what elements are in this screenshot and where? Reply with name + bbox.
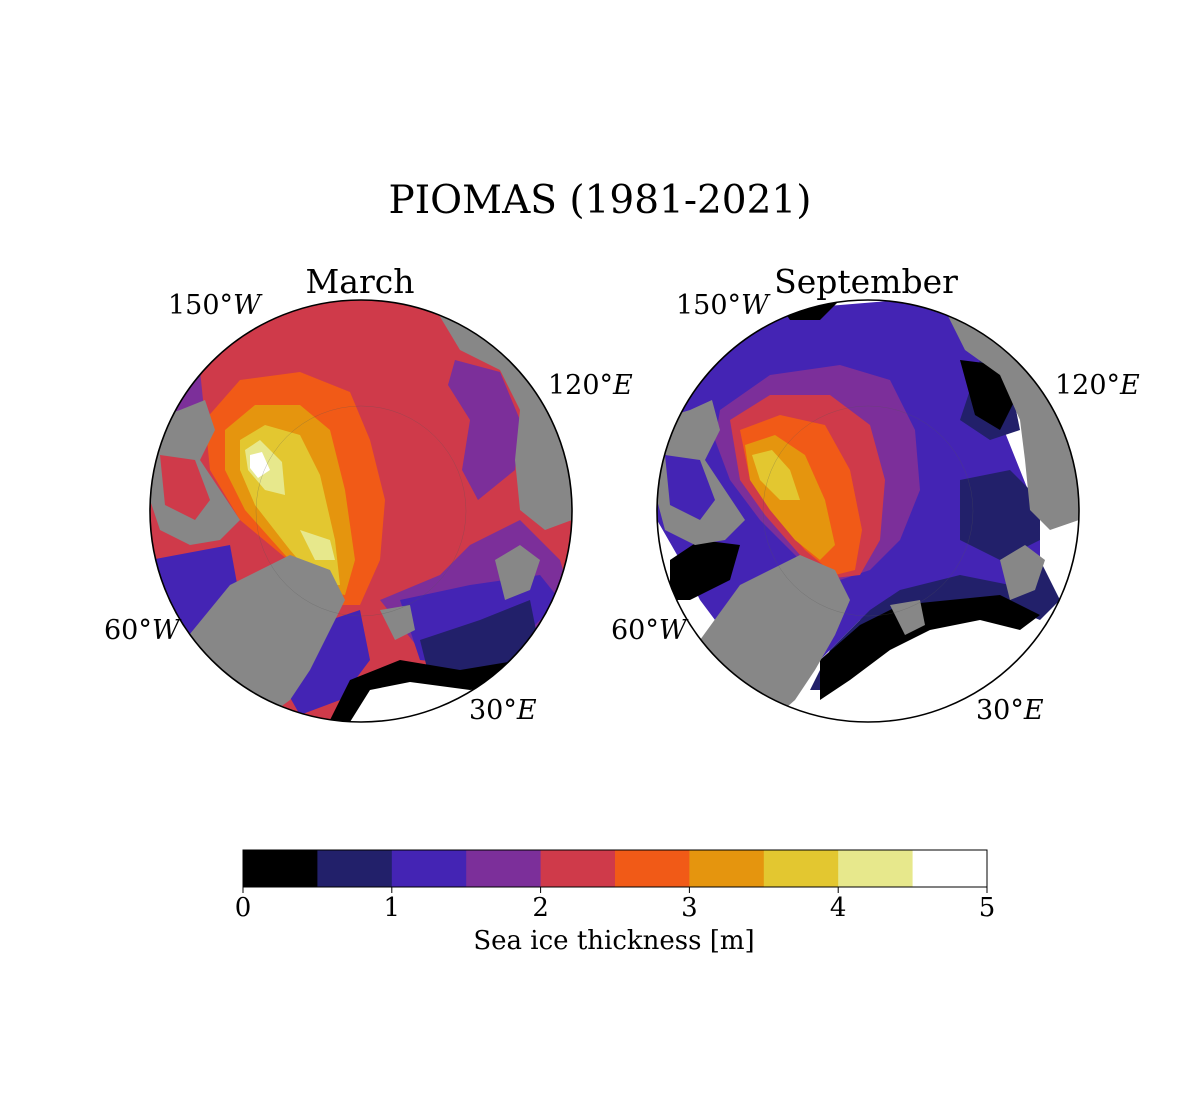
september-lon-label-120e: 120°E (1055, 370, 1140, 401)
march-ice-4-4.5m-north-greenland (300, 530, 335, 560)
september-ice-0-0.5m-edge (820, 595, 1040, 700)
september-ice-0.5-1m-atlantic (810, 560, 1060, 690)
colorbar-segment-0 (243, 850, 318, 887)
colorbar-tick-label: 3 (681, 893, 698, 923)
september-lon-label-60w: 60°W (611, 615, 687, 646)
september-map-boundary (656, 299, 1080, 723)
march-ice-1.5-2m-laptev (448, 360, 520, 500)
september-lon-label-30e: 30°E (976, 695, 1044, 726)
september-lon-label-150w: 150°W (676, 290, 769, 321)
colorbar-tick-label: 2 (532, 893, 549, 923)
colorbar-segment-2 (391, 850, 467, 887)
colorbar-label: Sea ice thickness [m] (473, 926, 755, 956)
colorbar-segment-3 (466, 850, 542, 887)
march-lon-label-60w: 60°W (104, 615, 180, 646)
colorbar-tick-label: 5 (978, 893, 996, 923)
colorbar-segment-8 (838, 850, 914, 887)
march-ice-2-2.5m-caa (160, 455, 210, 520)
colorbar-segment-7 (763, 850, 839, 887)
march-land-novaya-zemlya (495, 545, 540, 600)
september-ice-0-0.5m-baffin (670, 540, 740, 600)
september-latitude-circle (762, 405, 974, 617)
figure-title: PIOMAS (1981-2021) (388, 178, 812, 223)
colorbar-segment-4 (540, 850, 616, 887)
march-lon-label-30e: 30°E (469, 695, 537, 726)
colorbar-segment-5 (615, 850, 690, 887)
march-map-title: March (305, 262, 415, 301)
march-ice-4.5-5m (250, 452, 270, 478)
colorbar-tick-label: 4 (829, 893, 847, 923)
colorbar-segment-1 (317, 850, 393, 887)
march-lon-label-120e: 120°E (548, 370, 633, 401)
september-land-novaya-zemlya (1000, 545, 1045, 600)
september-ice-1-1.5m-caa (665, 455, 715, 520)
september-map-title: September (774, 262, 958, 301)
september-ice-0.5-1m-kara (960, 470, 1040, 560)
march-map-boundary (149, 299, 573, 723)
colorbar-tick-label: 0 (234, 893, 252, 923)
colorbar-segment-6 (689, 850, 765, 887)
colorbar-tick-label: 1 (383, 893, 401, 923)
colorbar-frame (242, 849, 988, 888)
september-land-svalbard (890, 600, 925, 635)
march-latitude-circle (255, 405, 467, 617)
march-lon-label-150w: 150°W (168, 290, 261, 321)
march-land-svalbard (380, 605, 415, 640)
september-ice-3.5-4m (752, 450, 800, 500)
colorbar-segment-9 (912, 850, 988, 887)
